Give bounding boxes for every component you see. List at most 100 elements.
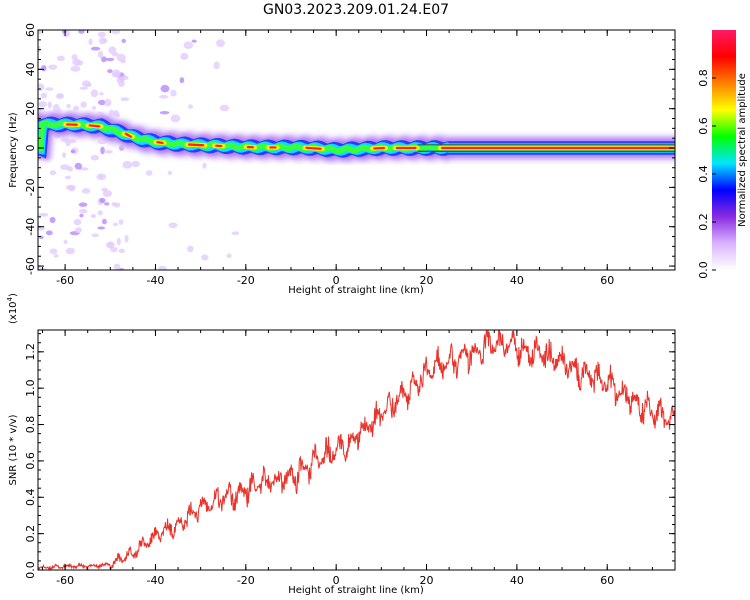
heatmap-noise-blob [38, 45, 41, 53]
x-tick-label: 60 [600, 274, 614, 287]
heatmap-noise-blob [56, 55, 65, 62]
heatmap-noise-blob [73, 218, 82, 226]
heatmap-noise-blob [187, 104, 194, 109]
heatmap-noise-blob [66, 103, 71, 109]
heatmap-noise-blob [111, 202, 117, 207]
snr-ticks: -60 -40 -20 0 20 40 60 0.0 0.2 0.4 0.6 0.8 1.0 1.2 [24, 330, 676, 587]
heatmap-noise-blob [213, 61, 220, 70]
x-tick-label: 40 [510, 574, 524, 587]
heatmap-noise-blob [63, 239, 68, 245]
y-tick-label: 0.8 [24, 416, 37, 434]
heatmap-noise-blob [98, 37, 107, 45]
heatmap-noise-blob [145, 170, 153, 176]
x-tick-label: -20 [237, 274, 255, 287]
y-tick-label: 60 [24, 23, 37, 37]
heatmap-noise-blob [104, 202, 110, 206]
heatmap-ridge-peak [187, 143, 205, 147]
heatmap-noise-blob [170, 89, 177, 97]
heatmap-noise-blob [55, 93, 65, 100]
y-tick-label: 1.0 [24, 379, 37, 397]
x-tick-label: -20 [237, 574, 255, 587]
heatmap-ridge-peak [156, 141, 164, 145]
heatmap-noise-blob [79, 213, 84, 218]
x-tick-label: 60 [600, 574, 614, 587]
heatmap-noise-blob [118, 219, 124, 225]
x-tick-label: -60 [56, 574, 74, 587]
heatmap-noise-blob [113, 109, 119, 117]
heatmap-noise-blob [102, 190, 113, 198]
heatmap-noise-blob [121, 38, 126, 44]
heatmap-noise-blob [70, 66, 81, 72]
heatmap-noise-blob [170, 114, 181, 123]
snr-x-axis-label: Height of straight line (km) [288, 585, 424, 596]
heatmap-noise-blob [98, 174, 103, 179]
heatmap-noise-blob [90, 89, 99, 98]
heatmap-noise-blob [80, 101, 87, 108]
heatmap-noise-blob [91, 233, 99, 238]
heatmap-noise-blob [67, 166, 74, 172]
y-tick-label: 20 [24, 102, 37, 116]
heatmap-noise-blob [201, 254, 209, 261]
heatmap-noise-blob [120, 59, 126, 64]
snr-series-line [38, 330, 675, 570]
heatmap-frame [37, 29, 676, 271]
heatmap-ridge-peak [124, 132, 132, 138]
colorbar-tick-label: 0.8 [697, 69, 710, 87]
y-tick-label: 0.4 [24, 489, 37, 507]
heatmap-noise-blob [158, 265, 167, 270]
x-tick-label: -60 [56, 274, 74, 287]
heatmap-noise-blob [81, 80, 91, 87]
heatmap-ridge-peak [88, 124, 101, 128]
heatmap-noise-blob [53, 253, 59, 259]
heatmap-noise-blob [160, 84, 170, 93]
heatmap-noise-blob [216, 39, 226, 48]
heatmap-noise-blob [116, 237, 121, 246]
x-tick-label: 20 [420, 574, 434, 587]
heatmap-noise-blob [81, 188, 91, 194]
heatmap-noise-blob [90, 213, 97, 219]
heatmap-noise-blob [60, 164, 70, 171]
heatmap-noise-blob [99, 92, 104, 96]
heatmap-noise-blob [179, 77, 185, 84]
heatmap-noise-blob [107, 241, 115, 249]
heatmap-noise-blob [45, 87, 54, 91]
heatmap-noise-blob [113, 222, 119, 227]
colorbar-ticks: 0.0 0.2 0.4 0.6 0.8 [697, 69, 716, 279]
colorbar-tick-label: 0.0 [697, 261, 710, 279]
y-tick-label: 0.6 [24, 452, 37, 470]
heatmap-noise-blob [104, 150, 113, 154]
heatmap-noise-blob [48, 64, 58, 70]
colorbar: 0.0 0.2 0.4 0.6 0.8 Normalized spectral ampl… [697, 30, 748, 279]
heatmap-noise-blob [219, 104, 230, 112]
y-tick-label: 1.2 [24, 343, 37, 361]
heatmap-noise-blob [45, 230, 53, 236]
heatmap-noise-blob [38, 83, 45, 91]
heatmap-noise-blob [97, 99, 107, 106]
x-tick-label: -40 [146, 574, 164, 587]
heatmap-noise-blob [91, 106, 96, 110]
heatmap-noise-blob [38, 101, 48, 108]
heatmap-noise-blob [90, 154, 100, 161]
heatmap-noise-blob [78, 202, 88, 207]
heatmap-noise-blob [74, 162, 83, 170]
heatmap-noise-blob [111, 52, 120, 57]
heatmap-noise-blob [101, 56, 107, 63]
heatmap-noise-blob [40, 92, 48, 99]
heatmap-noise-blob [191, 39, 197, 43]
heatmap-noise-blob [41, 65, 47, 72]
heatmap-y-axis-label: Frequency (Hz) [8, 112, 19, 188]
heatmap-noise-blob [49, 216, 56, 223]
y-tick-label: 0.2 [24, 525, 37, 543]
snr-y-axis-label: SNR (10 * v/v) [8, 414, 19, 485]
heatmap-noise-blob [120, 97, 130, 102]
heatmap-noise-blob [78, 209, 88, 214]
snr-frame [37, 329, 676, 571]
heatmap-noise-blob [202, 162, 207, 169]
heatmap-noise-blob [47, 101, 52, 109]
heatmap-noise-blob [70, 149, 76, 154]
heatmap-noise-blob [107, 69, 113, 74]
heatmap-noise-blob [124, 235, 129, 243]
heatmap-noise-blob [99, 197, 106, 203]
heatmap-noise-blob [112, 72, 120, 78]
